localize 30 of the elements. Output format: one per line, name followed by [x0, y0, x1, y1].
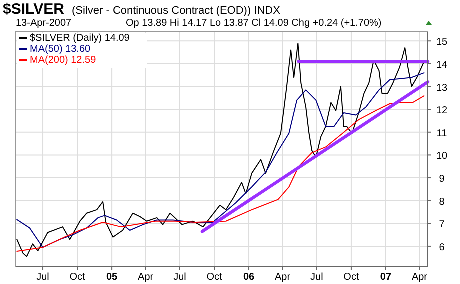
y-tick-label: 10 [436, 151, 448, 162]
x-tick-label: 05 [106, 272, 118, 283]
y-tick-label: 6 [439, 242, 446, 254]
x-tick-label: Apr [275, 272, 292, 283]
chart-subtitle: (Silver - Continuous Contract (EOD)) INDX [72, 5, 282, 17]
x-tick-label: Apr [138, 272, 154, 283]
y-tick-label: 7 [439, 220, 446, 231]
chart-title: $SILVER [3, 1, 65, 18]
text: Op 13.89 Hi 14.17 Lo 13.87 Cl 14.09 Chg +0.24 (+1.70%) [126, 18, 382, 29]
x-tick-label: Jul [36, 272, 50, 283]
y-tick-label: 13 [436, 82, 448, 94]
y-tick-label: 8 [439, 196, 446, 208]
y-tick-label: 15 [436, 37, 448, 48]
y-tick-label: 11 [436, 128, 448, 140]
legend-label: MA(50) 13.60 [30, 44, 92, 55]
legend-label: MA(200) 12.59 [30, 55, 97, 66]
x-tick-label: Apr [412, 272, 428, 283]
x-tick-label: 06 [243, 272, 256, 283]
line-series [16, 42, 425, 258]
x-tick-label: Oct [206, 272, 222, 283]
text: 13-Apr-2007 [16, 18, 72, 29]
x-tick-label: Jul [310, 272, 324, 283]
x-tick-label: 07 [380, 272, 392, 283]
x-tick-label: Jul [174, 272, 186, 283]
y-tick-label: 14 [436, 60, 448, 71]
y-tick-label: 12 [436, 106, 448, 117]
legend-label: $SILVER (Daily) 14.09 [30, 33, 130, 44]
y-tick-label: 9 [439, 174, 446, 186]
x-tick-label: Oct [70, 272, 86, 283]
x-tick-label: Oct [344, 272, 360, 283]
